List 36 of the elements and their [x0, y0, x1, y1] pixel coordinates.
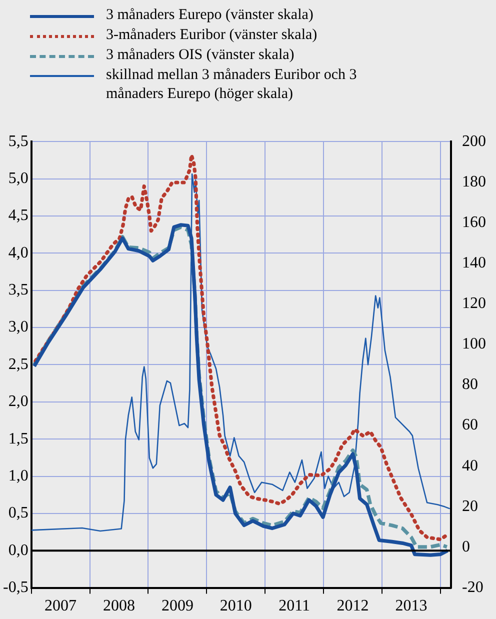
y-tick-label: 5,0: [8, 170, 28, 187]
y2-tick-label: 40: [462, 457, 478, 474]
y2-tick-label: 180: [462, 173, 486, 190]
y-tick-label: 2,5: [8, 356, 28, 373]
x-tick-label: 2009: [161, 598, 194, 615]
y-tick-label: 5,5: [8, 132, 28, 150]
legend-label: 3-månaders Euribor (vänster skala): [106, 26, 318, 45]
y2-tick-label: 20: [462, 498, 478, 515]
x-tick-label: 2007: [44, 598, 77, 615]
y-tick-label: 0,5: [8, 504, 28, 522]
legend-label: skillnad mellan 3 månaders Euribor och 3 månaders Eurepo (höger skala): [106, 66, 358, 104]
y-tick-label: -0,5: [3, 579, 28, 596]
y2-tick-label: 80: [462, 376, 478, 394]
x-tick-label: 2011: [278, 598, 310, 615]
y2-tick-label: 120: [462, 295, 486, 312]
x-tick-label: 2012: [336, 598, 369, 615]
x-tick-label: 2013: [395, 598, 428, 615]
y-tick-label: 3,5: [8, 282, 28, 299]
y2-tick-label: 140: [462, 254, 486, 272]
y2-tick-label: 100: [462, 336, 486, 353]
legend-label: 3 månaders Eurepo (vänster skala): [106, 6, 314, 25]
y2-tick-label: 200: [462, 132, 486, 150]
y-tick-label: 1,5: [8, 430, 28, 448]
y2-tick-label: 160: [462, 214, 486, 231]
y-tick-label: 2,0: [8, 393, 28, 410]
y2-tick-label: -20: [462, 579, 484, 596]
x-tick-label: 2008: [103, 598, 136, 615]
y2-tick-label: 60: [462, 416, 478, 434]
y-tick-label: 4,5: [8, 207, 28, 224]
x-tick-label: 2010: [220, 598, 252, 615]
y2-tick-label: 0: [462, 538, 470, 556]
legend-label: 3 månaders OIS (vänster skala): [106, 46, 296, 65]
y-tick-label: 3,0: [8, 318, 28, 336]
y-tick-label: 0,0: [8, 542, 28, 559]
y-tick-label: 4,0: [8, 244, 28, 262]
y-tick-label: 1,0: [8, 467, 28, 484]
